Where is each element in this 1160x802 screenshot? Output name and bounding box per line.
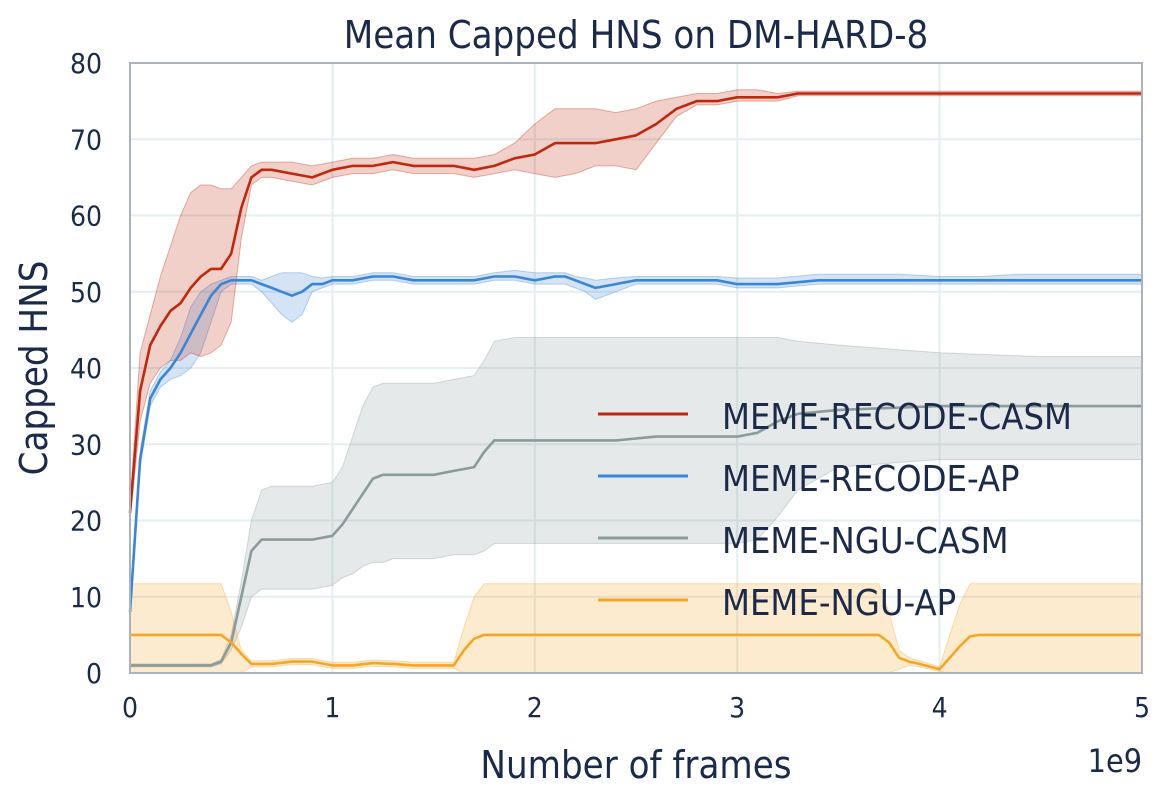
y-axis-label: Capped HNS [12,261,56,476]
x-tick-label: 3 [729,691,745,724]
x-tick-label: 5 [1134,691,1150,724]
x-tick-label: 2 [527,691,543,724]
y-tick-label: 70 [70,123,102,156]
x-tick-label: 4 [932,691,948,724]
legend-label: MEME-RECODE-AP [722,459,1020,500]
y-tick-label: 10 [70,581,102,614]
series-line [130,404,1142,667]
y-tick-label: 80 [70,47,102,80]
legend: MEME-RECODE-CASM MEME-RECODE-AP MEME-NGU-C… [598,397,1072,624]
y-tick-label: 30 [70,428,102,461]
y-tick-label: 40 [70,352,102,385]
x-tick-label: 1 [324,691,340,724]
x-tick-labels: 0 1 2 3 4 5 [122,691,1150,724]
y-tick-label: 20 [70,505,102,538]
x-axis-label: Number of frames [480,743,791,787]
x-scale-label: 1e9 [1088,742,1142,780]
plot-frame [129,62,1143,674]
y-tick-label: 50 [70,276,102,309]
chart-title: Mean Capped HNS on DM-HARD-8 [344,13,929,57]
y-tick-label: 60 [70,200,102,233]
x-tick-label: 0 [122,691,138,724]
series-lines [128,92,1142,671]
series-line [128,275,1142,613]
legend-label: MEME-RECODE-CASM [722,397,1072,438]
legend-label: MEME-NGU-CASM [722,521,1009,562]
legend-label: MEME-NGU-AP [722,583,956,624]
series-line [130,633,1142,671]
y-tick-label: 0 [86,657,102,690]
confidence-bands [129,89,1143,674]
y-tick-labels: 0 10 20 30 40 50 60 70 80 [70,47,102,690]
series-line [128,92,1142,514]
